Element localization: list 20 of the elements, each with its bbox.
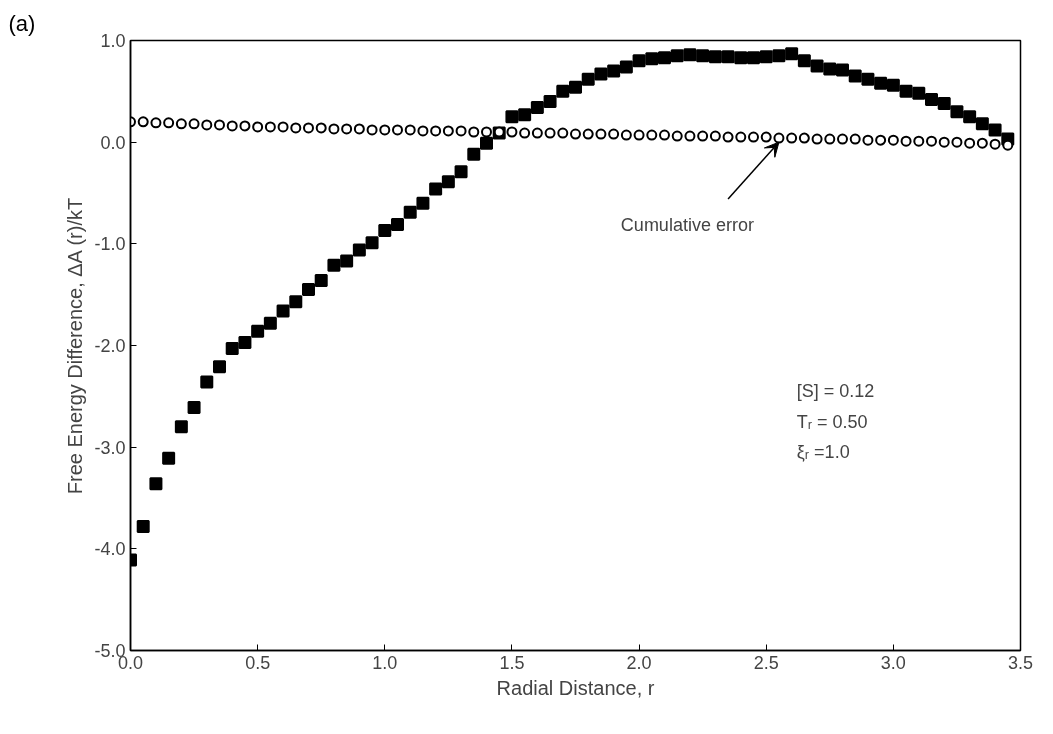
y-tick-label: 1.0 — [100, 31, 126, 51]
annotation: Cumulative error — [620, 214, 754, 235]
x-tick-label: 3.5 — [1007, 652, 1034, 673]
x-tick-label: 2.5 — [753, 652, 779, 673]
y-tick-label: -2.0 — [94, 336, 126, 356]
y-tick-label: -4.0 — [94, 539, 126, 560]
annotation: [S] = 0.12 — [796, 381, 875, 402]
x-tick-label: 2.0 — [626, 652, 652, 673]
x-tick-label: 1.5 — [499, 652, 525, 673]
x-tick-label: 3.0 — [880, 652, 906, 673]
annotation: ξᵣ =1.0 — [796, 442, 850, 463]
annotation: Tᵣ = 0.50 — [796, 411, 868, 432]
y-tick-label: -3.0 — [94, 437, 126, 458]
x-axis-title: Radial Distance, r — [496, 676, 655, 699]
x-tick-label: 1.0 — [372, 652, 398, 673]
x-tick-label: 0.5 — [245, 652, 271, 673]
text: (a) — [8, 10, 36, 36]
y-tick-label: -1.0 — [94, 234, 126, 255]
y-axis-title: Free Energy Difference, ΔA (r)/kT — [64, 197, 87, 495]
y-tick-label: 0.0 — [100, 132, 126, 153]
